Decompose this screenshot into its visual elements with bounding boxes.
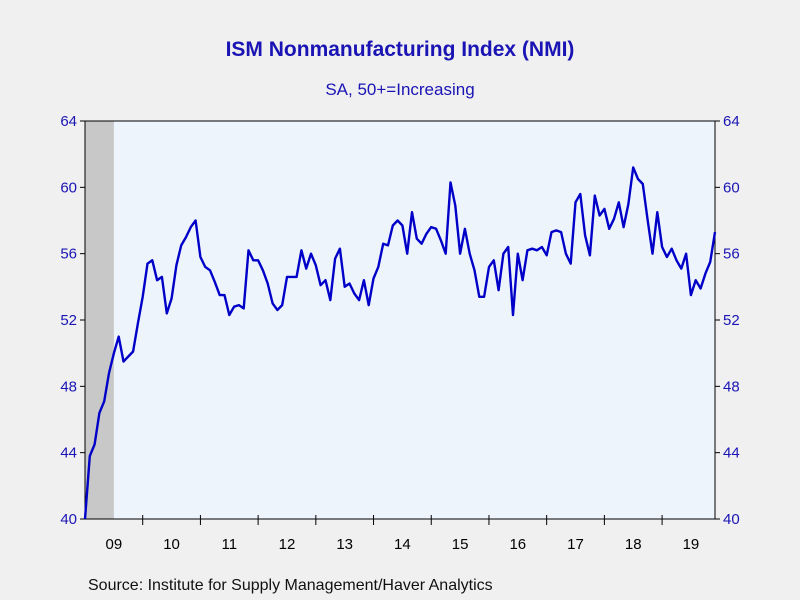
x-tick-label: 14 (394, 536, 411, 553)
y-tick-label-left: 44 (60, 445, 77, 462)
x-tick-label: 11 (221, 536, 237, 553)
y-tick-label-right: 52 (723, 312, 740, 329)
y-tick-label-left: 40 (60, 511, 77, 528)
x-tick-label: 10 (163, 536, 180, 553)
plot-background (85, 121, 715, 519)
x-tick-label: 15 (452, 536, 469, 553)
x-tick-label: 18 (625, 536, 642, 553)
y-tick-label-right: 64 (723, 113, 740, 130)
y-tick-label-left: 60 (60, 179, 77, 196)
y-tick-label-right: 60 (723, 179, 740, 196)
x-tick-label: 12 (279, 536, 296, 553)
chart-subtitle: SA, 50+=Increasing (325, 80, 475, 99)
series-line (83, 166, 717, 520)
x-tick-label: 13 (336, 536, 353, 553)
y-tick-label-left: 56 (60, 246, 77, 263)
x-tick-label: 16 (509, 536, 526, 553)
y-tick-label-left: 52 (60, 312, 77, 329)
y-tick-label-right: 44 (723, 445, 740, 462)
chart-title: ISM Nonmanufacturing Index (NMI) (225, 38, 575, 61)
x-tick-label: 17 (567, 536, 584, 553)
x-tick-label: 09 (106, 536, 123, 553)
y-tick-label-right: 48 (723, 378, 740, 395)
x-tick-label: 19 (683, 536, 700, 553)
y-tick-label-left: 48 (60, 378, 77, 395)
chart-source: Source: Institute for Supply Management/… (88, 577, 493, 594)
recession-shading (85, 121, 114, 519)
y-tick-label-left: 64 (60, 113, 77, 130)
y-tick-label-right: 40 (723, 511, 740, 528)
y-tick-label-right: 56 (723, 246, 740, 263)
